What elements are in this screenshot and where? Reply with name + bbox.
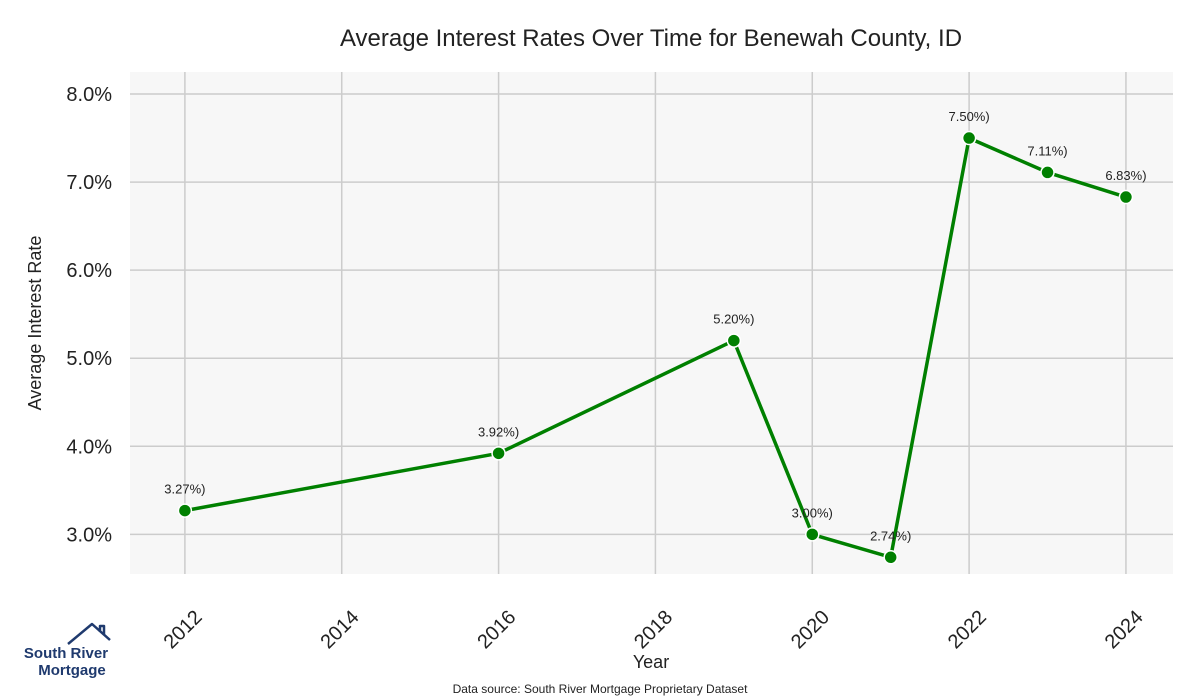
data-point-2016 bbox=[491, 446, 506, 461]
data-point-2012 bbox=[177, 503, 193, 518]
data-point-2021 bbox=[883, 550, 898, 565]
data-label-2023: 7.11%) bbox=[1027, 143, 1067, 158]
logo-line-2: Mortgage bbox=[38, 662, 106, 679]
data-label-2021: 2.74%) bbox=[870, 528, 911, 543]
y-tick-label: 7.0% bbox=[66, 172, 112, 194]
x-tick-label: 2018 bbox=[630, 606, 677, 653]
y-axis-label: Average Interest Rate bbox=[25, 236, 45, 411]
y-tick-label: 3.0% bbox=[66, 524, 112, 546]
data-label-2024: 6.83%) bbox=[1105, 168, 1146, 183]
data-point-2023 bbox=[1040, 165, 1055, 180]
grid-lines bbox=[130, 72, 1173, 574]
data-label-2022: 7.50%) bbox=[949, 109, 990, 124]
data-point-2019 bbox=[726, 333, 742, 348]
plot-background bbox=[130, 72, 1173, 574]
data-point-2022 bbox=[961, 130, 977, 146]
data-label-2020: 3.00%) bbox=[792, 505, 833, 520]
y-tick-label: 6.0% bbox=[66, 260, 112, 282]
logo-line-1: South River bbox=[24, 645, 108, 662]
data-labels: 3.27%) 3.92%) 5.20%) 3.00%) 2.74%) 7.50%) 7.11… bbox=[164, 109, 1146, 543]
x-tick-label: 2012 bbox=[160, 606, 207, 653]
company-logo: South River Mortgage bbox=[24, 622, 111, 679]
x-tick-label: 2022 bbox=[944, 606, 991, 653]
x-tick-label: 2016 bbox=[473, 606, 520, 653]
x-tick-label: 2024 bbox=[1101, 606, 1148, 653]
data-points bbox=[177, 130, 1134, 565]
x-axis-label: Year bbox=[633, 652, 669, 672]
x-tick-label: 2020 bbox=[787, 606, 834, 653]
x-tick-label: 2014 bbox=[316, 606, 363, 653]
y-tick-label: 8.0% bbox=[66, 84, 112, 106]
chart-title: Average Interest Rates Over Time for Ben… bbox=[340, 25, 962, 52]
data-source-note: Data source: South River Mortgage Propri… bbox=[453, 682, 748, 696]
data-label-2016: 3.92%) bbox=[478, 424, 519, 439]
data-label-2019: 5.20%) bbox=[713, 312, 754, 327]
y-tick-label: 5.0% bbox=[66, 348, 112, 370]
y-tick-label: 4.0% bbox=[66, 436, 112, 458]
series-line bbox=[184, 136, 1127, 560]
house-roof-icon bbox=[67, 622, 111, 645]
x-axis-ticks: 2012 2014 2016 2018 2020 2022 2024 bbox=[160, 606, 1148, 653]
data-point-2024 bbox=[1118, 189, 1134, 205]
data-label-2012: 3.27%) bbox=[164, 482, 205, 497]
y-axis-ticks: 3.0% 4.0% 5.0% 6.0% 7.0% 8.0% bbox=[66, 84, 112, 546]
data-point-2020 bbox=[805, 527, 820, 542]
